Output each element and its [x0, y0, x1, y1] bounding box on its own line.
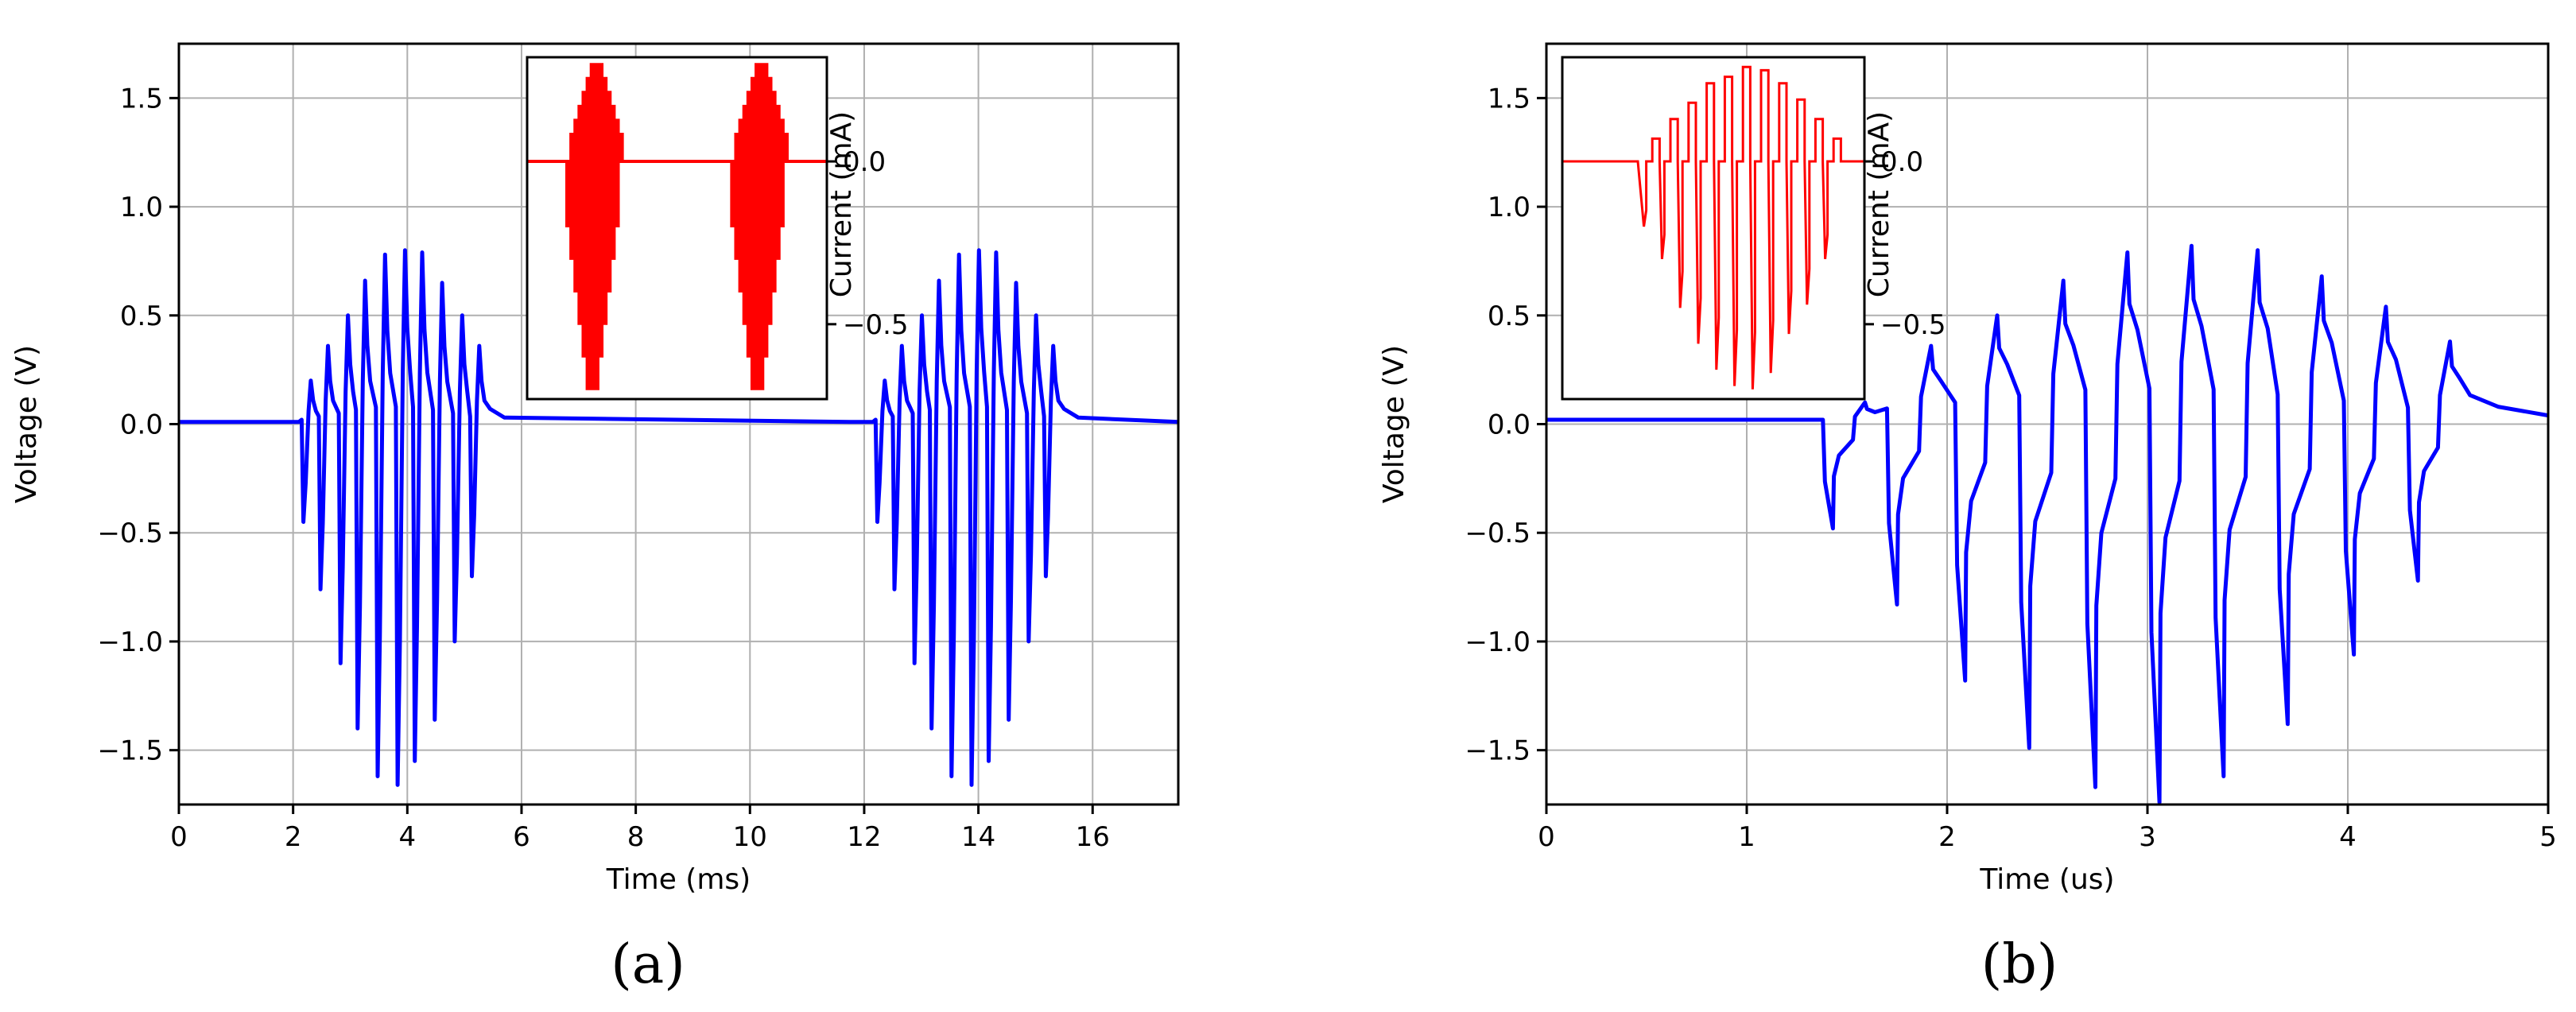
- inset-y-axis-label: Current (mA): [825, 111, 858, 297]
- x-tick-label: 4: [2339, 821, 2357, 853]
- y-tick-label: −1.0: [1465, 626, 1530, 658]
- current-inset: 0.0 −0.5 Current (mA): [526, 56, 909, 401]
- x-tick-label: 5: [2539, 821, 2557, 853]
- inset-current-envelope: [730, 63, 789, 390]
- inset-current-line: [1562, 65, 1864, 390]
- y-tick-label: 1.0: [1488, 192, 1530, 223]
- inset-y-tick-label: −0.5: [1880, 309, 1946, 341]
- inset-frame: [526, 56, 828, 401]
- inset-y-tick-label: 0.0: [1880, 146, 1923, 178]
- y-axis-label: Voltage (V): [1378, 345, 1410, 503]
- y-tick-label: −0.5: [1465, 518, 1530, 549]
- voltage-line: [1546, 243, 2549, 805]
- x-tick-label: 1: [1738, 821, 1755, 853]
- panel-label: (b): [1981, 933, 2058, 996]
- x-tick-label: 0: [1538, 821, 1555, 853]
- x-tick-label: 6: [513, 821, 530, 853]
- x-tick-label: 4: [398, 821, 416, 853]
- chart-panel-b: 0.0−0.5 Current (mA) 0 1 2 3 4 5−1.5−1.0−0.50…: [1378, 42, 2557, 996]
- x-tick-label: 2: [285, 821, 302, 853]
- y-tick-label: −0.5: [97, 518, 163, 549]
- x-tick-label: 3: [2139, 821, 2156, 853]
- y-axis-label: Voltage (V): [10, 345, 43, 503]
- y-tick-label: 0.5: [1488, 300, 1530, 332]
- inset-y-tick-label: 0.0: [843, 146, 886, 178]
- inset-current-envelope: [565, 63, 624, 390]
- y-tick-label: 1.0: [120, 192, 163, 223]
- x-axis-label: Time (ms): [606, 863, 751, 896]
- y-tick-label: −1.5: [97, 735, 163, 767]
- y-tick-label: 0.0: [1488, 409, 1530, 441]
- inset-frame: [1561, 56, 1866, 401]
- x-tick-label: 0: [170, 821, 188, 853]
- chart-panel-a: 0.0 −0.5 Current (mA) 0 2 4 6 8 10 12 14 16 −1.5 −1…: [10, 42, 1180, 996]
- y-tick-label: −1.5: [1465, 735, 1530, 767]
- y-tick-label: 0.0: [120, 409, 163, 441]
- x-tick-label: 10: [733, 821, 767, 853]
- y-tick-label: 1.5: [1488, 83, 1530, 114]
- voltage-line: [179, 248, 1179, 787]
- inset-y-tick-label: −0.5: [843, 309, 909, 341]
- y-tick-label: −1.0: [97, 626, 163, 658]
- x-tick-label: 12: [847, 821, 881, 853]
- y-tick-label: 0.5: [120, 300, 163, 332]
- x-tick-label: 14: [961, 821, 995, 853]
- current-inset: 0.0 −0.5 Current (mA): [1561, 56, 1946, 401]
- x-axis-label: Time (us): [1979, 863, 2114, 896]
- x-tick-label: 2: [1938, 821, 1956, 853]
- x-tick-label: 16: [1076, 821, 1110, 853]
- y-tick-label: 1.5: [120, 83, 163, 114]
- panel-label: (a): [611, 933, 685, 996]
- x-tick-label: 8: [627, 821, 645, 853]
- inset-y-axis-label: Current (mA): [1863, 111, 1895, 297]
